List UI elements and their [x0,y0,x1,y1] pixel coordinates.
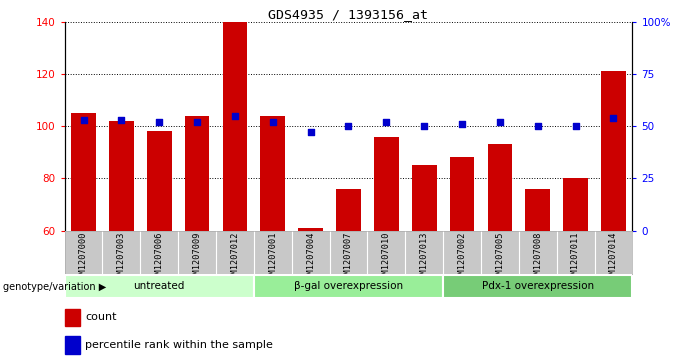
Point [570,123,581,129]
Point [419,123,430,129]
Text: count: count [85,312,116,322]
Bar [185,116,209,231]
Bar [65,337,80,354]
Text: untreated: untreated [133,281,185,291]
Bar [449,158,475,231]
Bar [563,178,588,231]
Text: GSM1207001: GSM1207001 [269,232,277,284]
Point [494,119,505,125]
Bar [374,136,398,231]
Bar [254,275,443,298]
Text: GSM1207010: GSM1207010 [382,232,391,284]
Text: GSM1207005: GSM1207005 [496,232,505,284]
Bar [412,165,437,231]
Text: GSM1207014: GSM1207014 [609,232,618,284]
Text: GSM1207003: GSM1207003 [117,232,126,284]
Point [78,117,89,123]
Title: GDS4935 / 1393156_at: GDS4935 / 1393156_at [269,8,428,21]
Point [267,119,278,125]
Text: GSM1207007: GSM1207007 [344,232,353,284]
Bar [299,228,323,231]
Point [192,119,203,125]
Bar [443,275,632,298]
Bar [336,189,361,231]
Text: β-gal overexpression: β-gal overexpression [294,281,403,291]
Text: GSM1207011: GSM1207011 [571,232,580,284]
Text: Pdx-1 overexpression: Pdx-1 overexpression [481,281,594,291]
Text: GSM1207004: GSM1207004 [306,232,315,284]
Point [343,123,354,129]
Text: genotype/variation ▶: genotype/variation ▶ [3,282,107,292]
Bar [526,189,550,231]
Bar [601,72,626,231]
Point [381,119,392,125]
Text: GSM1207013: GSM1207013 [420,232,428,284]
Point [608,115,619,121]
Text: GSM1207012: GSM1207012 [231,232,239,284]
Text: GSM1207000: GSM1207000 [79,232,88,284]
Bar [260,116,285,231]
Bar [222,22,248,231]
Point [116,117,126,123]
Bar [71,113,96,231]
Text: GSM1207002: GSM1207002 [458,232,466,284]
Bar [109,121,134,231]
Point [154,119,165,125]
Text: percentile rank within the sample: percentile rank within the sample [85,340,273,350]
Bar [147,131,171,231]
Point [305,130,316,135]
Bar [65,309,80,326]
Bar [488,144,512,231]
Text: GSM1207008: GSM1207008 [533,232,542,284]
Text: GSM1207009: GSM1207009 [192,232,201,284]
Bar [65,275,254,298]
Point [456,121,467,127]
Text: GSM1207006: GSM1207006 [155,232,164,284]
Point [532,123,543,129]
Point [229,113,241,119]
